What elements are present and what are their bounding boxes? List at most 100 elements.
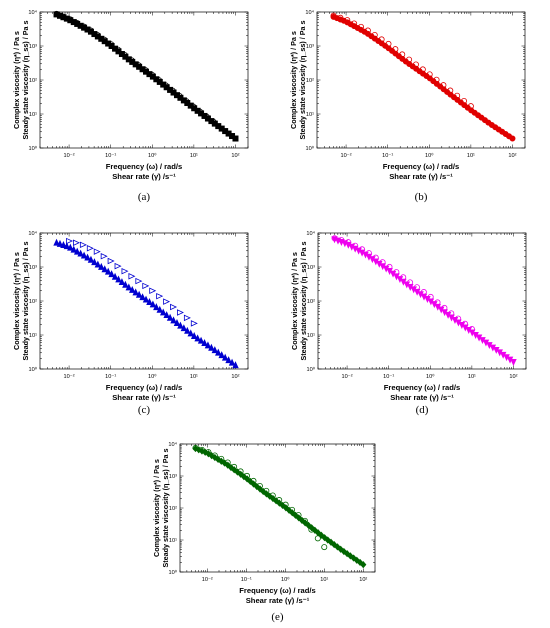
data-point — [162, 82, 169, 89]
y-tick-label: 10⁴ — [306, 230, 315, 237]
data-point — [60, 241, 67, 248]
series-0 — [330, 13, 516, 142]
data-point — [232, 135, 239, 142]
data-point — [149, 300, 157, 308]
x-tick-label: 10⁻¹ — [382, 153, 393, 159]
y-tick-label: 10⁰ — [29, 145, 38, 152]
y-tick-label: 10² — [169, 506, 177, 512]
x-tick-label: 10⁻² — [64, 153, 75, 159]
data-point — [324, 536, 331, 544]
data-point — [455, 315, 462, 322]
data-point — [173, 319, 181, 326]
data-point — [176, 92, 183, 99]
series-1 — [331, 235, 475, 333]
data-point — [79, 241, 87, 249]
data-point — [128, 273, 136, 280]
y-axis-title: Complex viscosity (η*) / Pa s — [12, 252, 21, 350]
series-1 — [330, 12, 474, 110]
x-tick-label: 10⁻² — [341, 153, 352, 159]
data-point — [269, 492, 276, 499]
data-point — [253, 482, 260, 491]
data-point — [192, 444, 199, 451]
data-point — [135, 290, 143, 298]
y-tick-label: 10⁰ — [29, 366, 38, 373]
data-point — [379, 259, 386, 266]
data-point — [118, 278, 126, 286]
data-point — [183, 98, 190, 105]
y-axis-title-2: Steady state viscosity (η_ss) / Pa s — [299, 241, 308, 360]
x-tick-label: 10¹ — [320, 577, 328, 583]
chart-panel-e: 10⁻² 10⁻¹ 10⁰ 10¹ 10² 10⁰ 10¹ 10² 10³ 10⁴ Frequenc… — [152, 441, 376, 623]
x-tick-label: 10¹ — [190, 374, 198, 380]
data-point — [273, 497, 280, 505]
data-point — [66, 237, 74, 245]
chart-panel-d: 10⁻² 10⁻¹ 10⁰ 10¹ 10² 10⁰ 10¹ 10² 10³ 10⁴ Frequenc… — [290, 230, 527, 416]
data-point — [413, 284, 420, 291]
data-point — [56, 239, 64, 247]
data-point — [108, 270, 115, 278]
y-tick-label: 10⁴ — [168, 441, 177, 448]
data-point — [180, 324, 188, 332]
data-point — [378, 36, 385, 43]
data-point — [400, 274, 407, 281]
data-point — [371, 31, 378, 38]
data-point — [101, 265, 108, 273]
data-point — [256, 482, 263, 489]
data-point — [63, 242, 71, 250]
data-point — [84, 253, 91, 261]
data-point — [331, 235, 338, 242]
data-point — [94, 32, 101, 39]
y-tick-label: 10¹ — [306, 112, 314, 118]
x-tick-label: 10² — [359, 577, 367, 583]
panel-label: (b) — [415, 191, 428, 203]
y-tick-label: 10¹ — [307, 333, 315, 339]
y-tick-label: 10² — [29, 299, 37, 305]
data-point — [67, 16, 74, 23]
data-point — [301, 517, 308, 524]
data-point — [201, 339, 208, 347]
data-point — [308, 524, 315, 532]
x-tick-label: 10⁰ — [426, 373, 435, 380]
data-point — [115, 46, 122, 53]
y-tick-label: 10⁴ — [28, 9, 37, 16]
x-axis-title: Frequency (ω) / rad/s — [383, 162, 459, 171]
y-tick-label: 10³ — [29, 265, 37, 271]
data-point — [194, 334, 201, 342]
data-point — [149, 287, 157, 294]
data-point — [225, 356, 232, 364]
data-point — [433, 76, 440, 83]
data-point — [420, 289, 427, 296]
data-point — [211, 346, 219, 354]
data-point — [170, 316, 177, 324]
y-tick-label: 10⁰ — [306, 145, 315, 152]
data-point — [321, 544, 328, 551]
data-point — [334, 543, 341, 551]
data-point — [308, 526, 315, 533]
x-tick-label: 10⁻¹ — [105, 153, 116, 159]
data-point — [327, 538, 335, 546]
data-point — [156, 305, 164, 313]
data-point — [94, 260, 102, 268]
y-tick-label: 10² — [306, 78, 314, 84]
data-point — [440, 82, 447, 89]
chart-panel-a: 10⁻² 10⁻¹ 10⁰ 10¹ 10² 10⁰ 10¹ 10² 10³ 10⁴ Frequenc… — [12, 9, 249, 203]
data-point — [365, 250, 372, 257]
data-point — [441, 304, 448, 311]
panel-label: (a) — [138, 191, 151, 203]
data-point — [170, 303, 178, 311]
x-tick-label: 10⁻² — [342, 374, 353, 380]
y-axis-title-2: Steady state viscosity (η_ss) / Pa s — [298, 20, 307, 139]
data-point — [263, 487, 270, 494]
x-axis-title: Frequency (ω) / rad/s — [106, 383, 182, 392]
data-point — [73, 239, 80, 246]
data-point — [266, 492, 273, 500]
data-point — [156, 292, 164, 300]
data-point — [407, 279, 414, 286]
x-axis-title-2: Shear rate (γ̇) /s⁻¹ — [112, 393, 176, 402]
series-1 — [53, 10, 217, 126]
data-point — [289, 506, 296, 513]
y-axis-title: Complex viscosity (η*) / Pa s — [12, 31, 21, 129]
data-point — [122, 280, 129, 288]
data-point — [406, 56, 413, 63]
data-point — [91, 258, 98, 266]
